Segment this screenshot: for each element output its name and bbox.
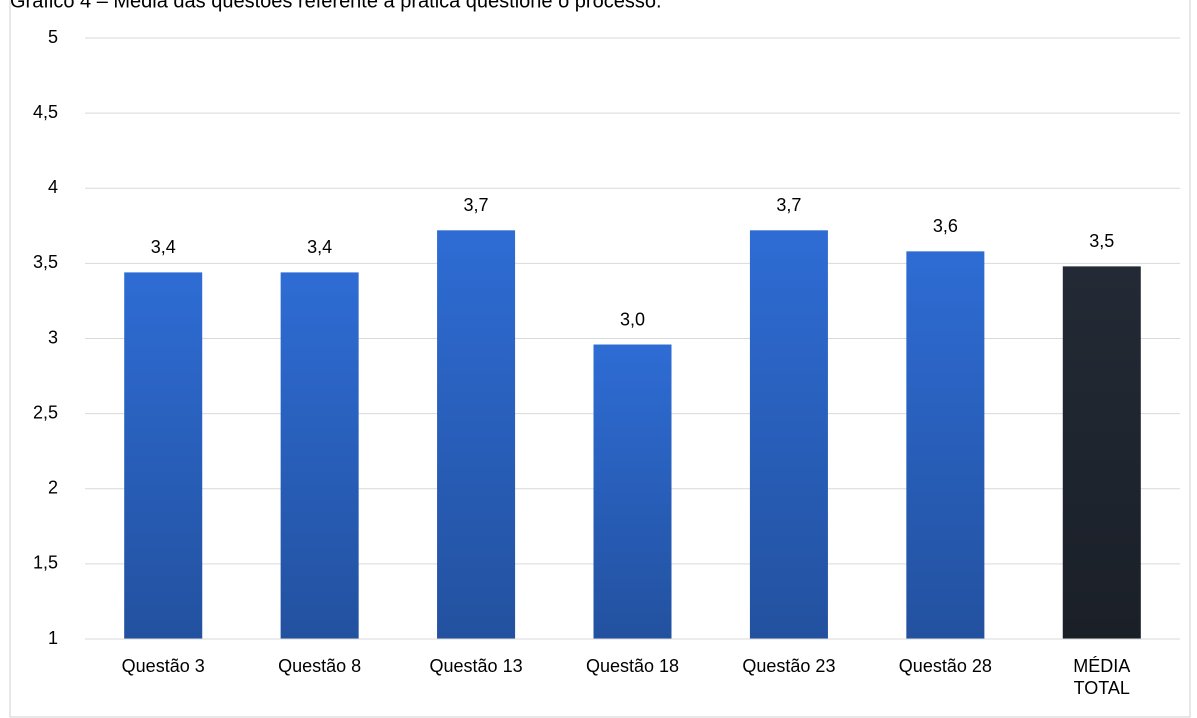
data-label: 3,7 <box>776 195 801 215</box>
data-label: 3,5 <box>1089 231 1114 251</box>
bar-shade <box>749 230 828 639</box>
data-label: 3,6 <box>933 216 958 236</box>
data-label: 3,4 <box>151 237 176 257</box>
data-label: 3,0 <box>620 309 645 329</box>
bar-shade <box>280 272 359 639</box>
chart-title: Gráfico 4 – Média das questões referente… <box>10 0 662 12</box>
bar-shade <box>906 251 985 640</box>
data-label: 3,4 <box>307 237 332 257</box>
bar-shade <box>1062 266 1141 639</box>
chart-frame <box>9 0 1191 718</box>
y-tick-label: 3 <box>48 327 58 347</box>
y-tick-label: 3,5 <box>33 252 58 272</box>
y-tick-label: 1 <box>48 628 58 648</box>
y-tick-label: 2,5 <box>33 402 58 422</box>
data-label: 3,7 <box>464 195 489 215</box>
y-tick-label: 1,5 <box>33 553 58 573</box>
y-tick-label: 2 <box>48 478 58 498</box>
y-tick-label: 5 <box>48 27 58 47</box>
bar-shade <box>593 344 672 639</box>
bar-shade <box>124 272 203 639</box>
y-tick-label: 4,5 <box>33 102 58 122</box>
bar-shade <box>437 230 516 639</box>
y-tick-label: 4 <box>48 177 58 197</box>
